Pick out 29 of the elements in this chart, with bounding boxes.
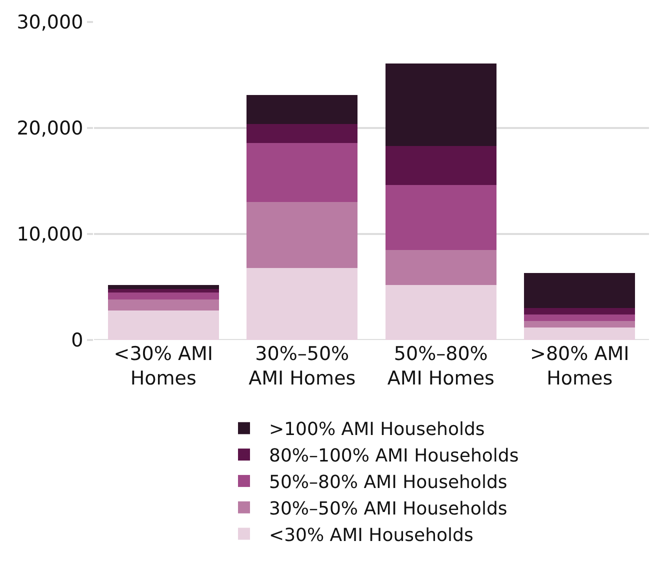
x-tick-label: 50%–80% AMI Homes — [387, 343, 494, 390]
legend-label: 30%–50% AMI Households — [269, 498, 508, 520]
y-tick-label: 10,000 — [16, 224, 84, 246]
bar — [108, 289, 219, 292]
y-tick-label: 20,000 — [16, 118, 84, 140]
bar — [524, 320, 636, 328]
y-tick-label: 30,000 — [16, 12, 84, 34]
legend-label: 80%–100% AMI Households — [269, 446, 519, 467]
bar — [246, 124, 358, 143]
bar — [524, 273, 636, 308]
y-tick-label: 0 — [71, 330, 84, 352]
bar — [108, 284, 219, 290]
legend-label: 50%–80% AMI Households — [269, 472, 508, 493]
bar — [108, 300, 219, 310]
bar — [246, 202, 358, 268]
x-tick-label: >80% AMI Homes — [530, 343, 630, 390]
bar — [385, 146, 496, 186]
bar — [108, 292, 219, 300]
bar — [246, 95, 358, 124]
x-tick-label: 30%–50% AMI Homes — [248, 343, 356, 390]
bar — [385, 185, 496, 250]
bar — [385, 63, 496, 146]
bar — [385, 250, 496, 285]
legend-label: <30% AMI Households — [269, 524, 474, 546]
bar — [246, 142, 358, 202]
bar — [524, 308, 636, 315]
bar — [524, 314, 636, 321]
x-tick-label: <30% AMI Homes — [114, 343, 213, 390]
legend-label: >100% AMI Households — [269, 419, 485, 440]
